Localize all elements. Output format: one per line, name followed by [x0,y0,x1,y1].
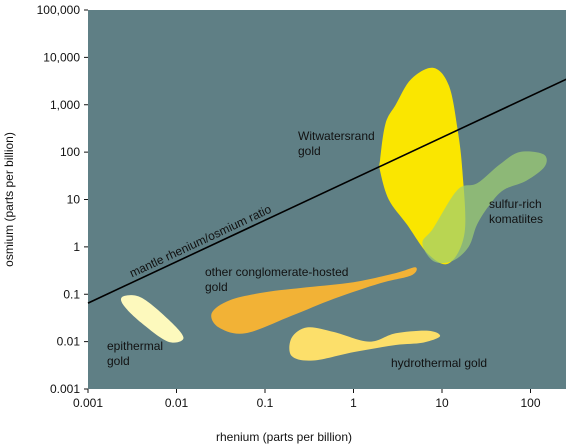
region-label-line: komatiites [489,212,543,226]
region-label-other-conglomerate-hosted-gold: other conglomerate-hosted gold [205,265,348,294]
region-label-line: sulfur-rich [489,197,542,211]
y-tick-label: 100,000 [37,3,81,17]
x-tick-label: 100 [520,396,540,410]
region-label-line: gold [205,280,228,294]
region-epithermal-gold [120,295,184,343]
region-label-line: gold [107,354,130,368]
y-tick-label: 0.1 [63,287,80,301]
region-label-epithermal-gold: epithermal gold [107,339,163,368]
region-label-line: gold [298,144,321,158]
x-tick-label: 0.01 [165,396,189,410]
region-label-line: hydrothermal gold [391,356,487,370]
region-label-witwatersrand-gold: Witwatersrand gold [298,129,375,158]
y-tick-label: 10,000 [43,50,80,64]
y-axis-title: osmium (parts per billion) [2,132,16,267]
x-tick-label: 10 [435,396,449,410]
region-sulfur-rich-komatiites [422,151,547,264]
region-hydrothermal-gold [289,327,441,361]
y-tick-label: 1 [73,240,80,254]
region-label-line: Witwatersrand [298,129,375,143]
region-label-line: epithermal [107,339,163,353]
x-axis-title: rhenium (parts per billion) [216,430,352,444]
x-tick-label: 0.001 [73,396,103,410]
x-tick-label: 0.1 [257,396,274,410]
y-tick-label: 0.01 [57,335,81,349]
region-label-sulfur-rich-komatiites: sulfur-rich komatiites [489,197,543,226]
y-tick-label: 100 [60,145,80,159]
mantle-ratio-line [87,78,566,304]
region-other-conglomerate-hosted-gold [211,267,417,334]
y-tick-label: 0.001 [50,382,80,396]
y-tick-label: 1,000 [50,98,80,112]
regions-layer [120,67,547,361]
region-label-hydrothermal-gold: hydrothermal gold [391,356,487,370]
y-tick-label: 10 [67,193,81,207]
x-axis-ticks: 0.001 0.01 0.1 1 10 100 [73,389,541,410]
region-label-line: other conglomerate-hosted [205,265,348,279]
y-axis-ticks: 0.001 0.01 0.1 1 10 100 1,000 10,000 100,000 [37,3,88,396]
x-tick-label: 1 [350,396,357,410]
